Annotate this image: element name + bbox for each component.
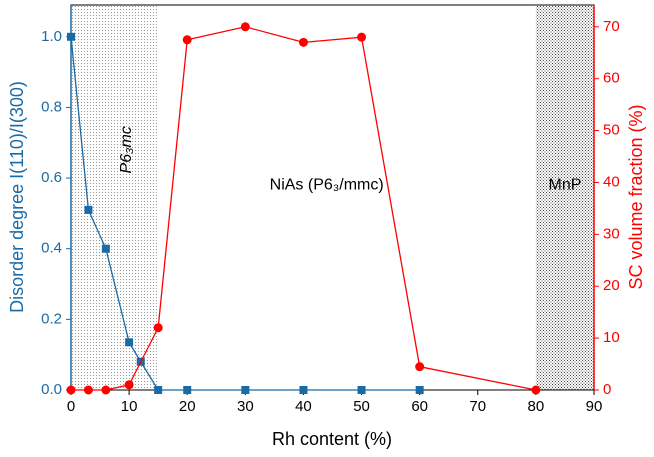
- y2-tick-label: 70: [603, 18, 620, 35]
- marker: [154, 386, 163, 394]
- region-label: P6₃mc: [118, 126, 135, 173]
- y2-axis-label: SC volume fraction (%): [626, 104, 646, 289]
- y-tick-label: 0.8: [41, 98, 62, 115]
- y-tick-label: 0.2: [41, 310, 62, 327]
- marker: [299, 386, 308, 394]
- x-tick-label: 90: [586, 398, 603, 415]
- marker: [357, 386, 366, 394]
- marker: [83, 385, 93, 395]
- marker: [357, 32, 367, 42]
- x-axis-label: Rh content (%): [272, 429, 392, 449]
- y2-tick-label: 10: [603, 329, 620, 346]
- y2-tick-label: 40: [603, 173, 620, 190]
- y-tick-label: 0.0: [41, 381, 62, 398]
- x-tick-label: 60: [411, 398, 428, 415]
- marker: [531, 385, 541, 395]
- y-axis-label: Disorder degree I(110)/I(300): [7, 81, 27, 313]
- marker: [182, 35, 192, 45]
- y-tick-label: 1.0: [41, 28, 62, 45]
- x-tick-label: 30: [237, 398, 254, 415]
- shaded-region: [71, 5, 159, 390]
- x-tick-label: 10: [121, 398, 138, 415]
- x-tick-label: 0: [67, 398, 75, 415]
- marker: [415, 362, 425, 372]
- x-tick-label: 40: [295, 398, 312, 415]
- marker: [124, 380, 134, 390]
- marker: [101, 385, 111, 395]
- x-tick-label: 80: [528, 398, 545, 415]
- marker: [67, 32, 75, 41]
- marker: [183, 386, 192, 394]
- marker: [298, 37, 308, 47]
- x-tick-label: 50: [353, 398, 370, 415]
- y-tick-label: 0.4: [41, 240, 62, 257]
- region-label: MnP: [548, 176, 581, 193]
- annotation: NiAs (P6₃/mmc): [270, 176, 384, 193]
- marker: [84, 205, 93, 214]
- y-tick-label: 0.6: [41, 169, 62, 186]
- marker: [66, 385, 76, 395]
- marker: [101, 244, 110, 253]
- y2-tick-label: 60: [603, 70, 620, 87]
- shaded-region: [535, 5, 594, 390]
- marker: [125, 338, 134, 347]
- y2-tick-label: 30: [603, 225, 620, 242]
- y2-tick-label: 20: [603, 277, 620, 294]
- marker: [415, 386, 424, 394]
- y2-tick-label: 0: [603, 381, 611, 398]
- marker: [241, 386, 250, 394]
- marker: [153, 323, 163, 333]
- x-tick-label: 70: [469, 398, 486, 415]
- x-tick-label: 20: [179, 398, 196, 415]
- y2-tick-label: 50: [603, 122, 620, 139]
- marker: [240, 22, 250, 32]
